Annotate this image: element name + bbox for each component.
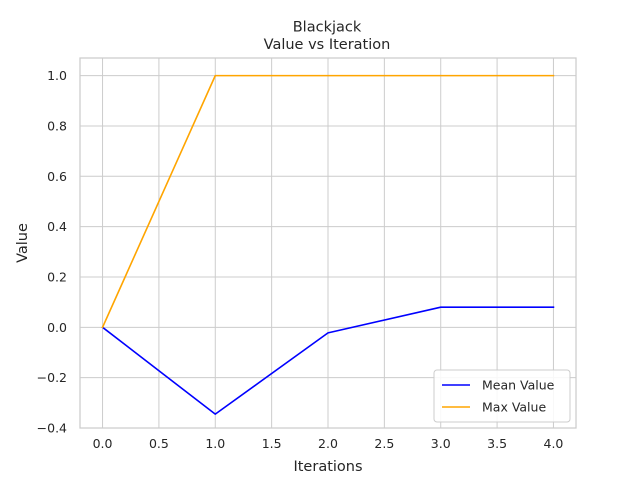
plot-area-frame (79, 57, 577, 429)
y-tick-label: 0.4 (47, 219, 67, 234)
series-layer (101, 74, 555, 415)
series-line-mean-value (101, 306, 555, 415)
x-axis-label: Iterations (293, 459, 362, 475)
x-tick-label: 0.0 (93, 436, 113, 451)
x-tick-label: 0.5 (149, 436, 169, 451)
x-tick-label: 1.5 (262, 436, 282, 451)
x-tick-label: 4.0 (544, 436, 564, 451)
y-axis-label: Value (15, 223, 31, 263)
y-tick-label: 0.2 (47, 269, 67, 284)
y-tick-label: 0.0 (47, 320, 67, 335)
y-tick-label: −0.2 (37, 370, 67, 385)
y-tick-label: 0.8 (47, 118, 67, 133)
chart-title: Blackjack (293, 20, 362, 36)
y-tick-label: 1.0 (47, 68, 67, 83)
legend-box (433, 369, 571, 423)
x-tick-label: 3.5 (487, 436, 507, 451)
y-tick-label: −0.4 (37, 421, 67, 436)
x-axis-ticks: 0.0 0.5 1.0 1.5 2.0 2.5 3.0 3.5 4.0 (93, 436, 564, 451)
x-tick-label: 1.0 (205, 436, 225, 451)
series-line-max-value (101, 74, 555, 329)
y-tick-label: 0.6 (47, 169, 67, 184)
x-tick-label: 3.0 (431, 436, 451, 451)
x-tick-label: 2.0 (318, 436, 338, 451)
legend-label: Mean Value (482, 378, 555, 393)
legend: Mean Value Max Value (433, 369, 571, 423)
chart-subtitle: Value vs Iteration (264, 37, 391, 53)
y-axis-ticks: −0.4 −0.2 0.0 0.2 0.4 0.6 0.8 1.0 (37, 68, 67, 435)
x-tick-label: 2.5 (374, 436, 394, 451)
legend-label: Max Value (482, 400, 546, 415)
